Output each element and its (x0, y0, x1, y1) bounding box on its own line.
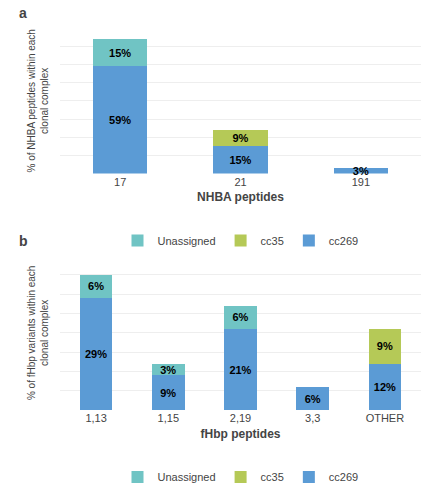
svg-text:15%: 15% (229, 154, 251, 166)
svg-text:Unassigned: Unassigned (158, 235, 216, 247)
svg-text:1,13: 1,13 (85, 412, 106, 424)
svg-text:6%: 6% (305, 393, 321, 405)
svg-text:a: a (19, 5, 27, 21)
svg-text:cc35: cc35 (261, 471, 284, 483)
svg-text:% of NHBA peptides within each: % of NHBA peptides within eachclonal com… (26, 29, 50, 172)
svg-text:59%: 59% (109, 114, 131, 126)
svg-text:29%: 29% (85, 348, 107, 360)
svg-text:1,15: 1,15 (158, 412, 179, 424)
svg-text:cc269: cc269 (329, 471, 358, 483)
svg-text:NHBA peptides: NHBA peptides (197, 190, 284, 204)
svg-text:12%: 12% (374, 381, 396, 393)
svg-text:Unassigned: Unassigned (158, 471, 216, 483)
svg-text:2,19: 2,19 (230, 412, 251, 424)
svg-text:9%: 9% (232, 132, 248, 144)
svg-text:3%: 3% (160, 364, 176, 376)
svg-text:3,3: 3,3 (305, 412, 320, 424)
svg-text:6%: 6% (88, 280, 104, 292)
svg-text:15%: 15% (109, 47, 131, 59)
svg-text:21%: 21% (229, 364, 251, 376)
svg-text:b: b (19, 233, 28, 249)
svg-text:9%: 9% (160, 387, 176, 399)
svg-text:% of fHbp variants within each: % of fHbp variants within eachclonal com… (26, 266, 50, 401)
svg-text:3%: 3% (353, 165, 369, 177)
svg-text:6%: 6% (232, 311, 248, 323)
svg-text:9%: 9% (377, 340, 393, 352)
svg-text:191: 191 (352, 176, 370, 188)
svg-text:OTHER: OTHER (366, 412, 405, 424)
svg-text:17: 17 (114, 176, 126, 188)
svg-text:fHbp peptides: fHbp peptides (201, 427, 281, 441)
svg-text:cc269: cc269 (329, 235, 358, 247)
svg-text:21: 21 (234, 176, 246, 188)
svg-text:cc35: cc35 (261, 235, 284, 247)
